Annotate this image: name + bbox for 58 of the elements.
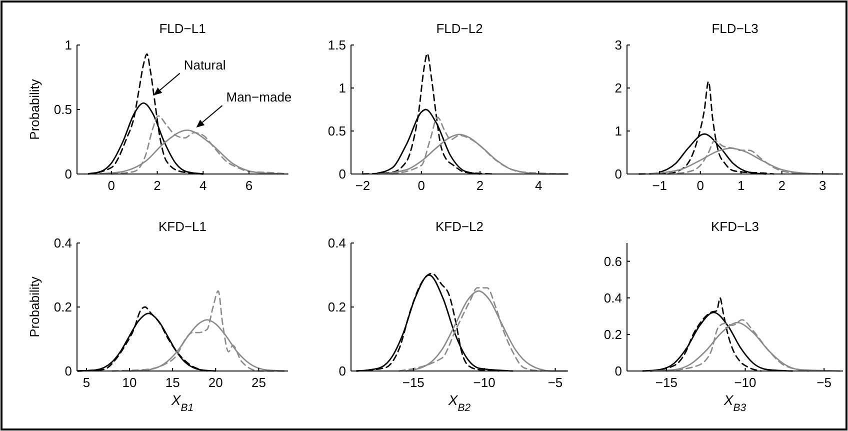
x-axis-title: X$_{B3}$ [722,392,746,414]
x-tick-label: 15 [165,375,180,390]
x-tick-label: 0 [418,178,425,193]
chart-title: FLD−L1 [159,21,206,36]
x-tick-label: 2 [476,178,484,193]
chart-title: FLD−L3 [712,21,758,36]
y-tick-label: 1.5 [328,38,346,53]
y-axis-title: Probability [27,78,42,140]
x-axis-title: X$_{B1}$ [170,392,194,414]
y-tick-label: 0 [614,364,622,379]
x-tick-label: 0 [696,178,704,193]
x-tick-label: −10 [734,375,756,390]
x-tick-label: 25 [251,375,266,390]
y-tick-label: 1 [338,80,346,96]
x-tick-label: 20 [208,375,223,390]
x-tick-label: −10 [473,375,496,390]
x-tick-label: −2 [355,178,370,193]
y-tick-label: 0 [338,166,346,182]
chart-title: KFD−L2 [435,219,484,234]
y-tick-label: 0.2 [54,300,72,315]
x-tick-label: 5 [82,375,90,390]
x-tick-label: 4 [200,178,207,193]
x-tick-label: 2 [154,178,161,193]
y-tick-label: 0.2 [328,300,346,315]
x-tick-label: −5 [548,375,563,390]
annotation: Natural [184,57,226,72]
x-axis-title: X$_{B2}$ [447,392,471,414]
y-tick-label: 3 [614,38,622,53]
y-tick-label: 0.5 [328,124,346,139]
x-tick-label: 1 [737,178,745,193]
y-tick-label: 0.4 [328,236,346,251]
chart-title: FLD−L2 [436,21,483,36]
y-tick-label: 0 [338,364,346,379]
chart-title: KFD−L3 [710,219,760,234]
x-tick-label: 10 [122,375,137,390]
annotation: Man−made [226,90,292,105]
chart-title: KFD−L1 [158,219,207,234]
y-tick-label: 0.2 [604,326,622,342]
y-tick-label: 0 [64,166,72,182]
x-tick-label: 0 [108,178,116,193]
y-tick-label: 0.5 [54,102,72,118]
x-tick-label: −1 [652,178,668,193]
x-tick-label: −15 [402,375,424,390]
y-tick-label: 0.4 [54,236,72,251]
x-tick-label: −5 [816,375,832,390]
x-tick-label: 3 [819,178,826,193]
y-tick-label: 0 [614,166,622,182]
y-tick-label: 2 [614,80,622,96]
x-tick-label: −15 [655,375,678,390]
x-tick-label: 4 [535,178,542,193]
x-tick-label: 6 [245,178,253,193]
y-tick-label: 1 [614,124,622,139]
y-tick-label: 1 [64,38,72,53]
y-axis-title: Probability [27,276,42,338]
y-tick-label: 0 [64,364,72,379]
y-tick-label: 0.4 [604,290,622,306]
y-tick-label: 0.6 [604,254,622,269]
x-tick-label: 2 [778,178,786,193]
